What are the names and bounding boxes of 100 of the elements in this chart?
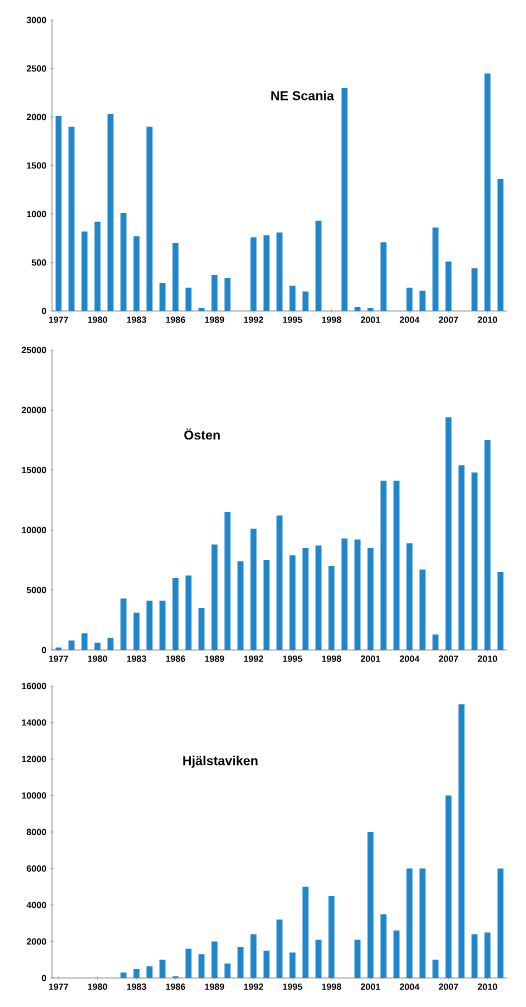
bar: [185, 948, 192, 978]
bar: [263, 560, 270, 651]
x-tick-label: 1980: [88, 983, 108, 990]
bar: [406, 543, 413, 651]
bar: [276, 232, 283, 311]
bar: [172, 578, 179, 651]
bar: [250, 237, 257, 311]
y-tick-label: 1000: [27, 210, 47, 218]
bar: [146, 126, 153, 311]
x-tick-label: 1995: [283, 983, 303, 990]
x-tick-label: 1986: [166, 316, 186, 323]
bar: [315, 939, 322, 978]
bar: [289, 555, 296, 651]
bar: [289, 285, 296, 311]
bar: [367, 832, 374, 978]
x-tick-label: 1977: [49, 983, 69, 990]
x-tick-label: 1983: [127, 655, 147, 662]
bar: [484, 73, 491, 311]
y-tick-label: 500: [31, 259, 47, 266]
bar: [328, 566, 335, 651]
bar: [263, 950, 270, 978]
bar: [445, 261, 452, 311]
y-tick-label: 10000: [22, 792, 47, 799]
x-tick-label: 1998: [322, 316, 342, 323]
y-tick-label: 20000: [21, 406, 47, 414]
y-tick-label: 2500: [26, 65, 47, 72]
bar: [458, 704, 465, 978]
bar: [354, 307, 361, 311]
bar: [471, 472, 478, 651]
bar: [367, 308, 374, 311]
y-tick-label: 8000: [26, 828, 47, 836]
bar: [159, 282, 166, 311]
bar: [406, 868, 413, 978]
bar: [94, 642, 101, 651]
y-tick-label: 3000: [26, 16, 47, 24]
y-tick-label: 5000: [26, 586, 47, 594]
x-tick-label: 2010: [477, 316, 498, 323]
bar: [107, 638, 114, 651]
text: Hjälstaviken: [183, 755, 258, 768]
bar: [68, 640, 75, 651]
y-tick-label: 15000: [22, 466, 47, 474]
x-tick-label: 1995: [283, 316, 303, 323]
bar: [328, 895, 335, 978]
bar: [263, 235, 270, 311]
bar: [315, 220, 322, 311]
bar: [120, 598, 127, 651]
bar: [419, 569, 426, 651]
x-tick-label: 2007: [438, 316, 459, 323]
x-tick-label: 1980: [88, 316, 108, 323]
bar: [211, 544, 218, 651]
bar: [354, 939, 361, 978]
x-tick-label: 1989: [205, 316, 225, 323]
bar: [250, 528, 257, 651]
x-tick-label: 1989: [205, 983, 225, 990]
bar: [224, 963, 231, 978]
bar: [445, 417, 452, 651]
bar: [159, 600, 166, 651]
bar: [302, 548, 309, 651]
y-tick-label: 25000: [21, 346, 47, 354]
bar: [107, 114, 114, 311]
bar: [380, 914, 387, 978]
bar: [432, 959, 439, 978]
y-tick-label: 4000: [26, 901, 47, 909]
text: NE Scania: [271, 90, 335, 101]
y-tick-label: 1500: [27, 162, 47, 169]
bar: [302, 886, 309, 978]
bar: [224, 278, 231, 311]
bar: [458, 465, 465, 651]
bar: [120, 213, 127, 311]
bar: [406, 287, 413, 311]
y-tick-label: 10000: [22, 526, 47, 534]
bar: [250, 934, 257, 978]
x-tick-label: 1983: [127, 316, 147, 323]
bar: [497, 179, 504, 311]
bar: [237, 946, 244, 978]
bar: [185, 575, 192, 651]
bar: [133, 968, 140, 978]
bar: [471, 268, 478, 311]
bar: [471, 934, 478, 978]
x-tick-label: 2004: [399, 983, 420, 990]
bar: [497, 572, 504, 651]
x-tick-label: 2001: [360, 316, 381, 323]
bar: [419, 290, 426, 311]
x-tick-label: 1992: [244, 655, 264, 662]
x-tick-label: 1998: [322, 983, 342, 990]
bar: [211, 275, 218, 311]
bar: [289, 952, 296, 978]
bar: [146, 600, 153, 651]
bar: [94, 221, 101, 311]
bar: [198, 308, 205, 311]
bar: [81, 633, 88, 651]
text: Östen: [184, 428, 220, 440]
bar: [432, 227, 439, 311]
x-tick-label: 2001: [360, 655, 381, 662]
x-tick-label: 2010: [477, 655, 498, 662]
x-tick-label: 1992: [244, 316, 264, 323]
bar: [211, 941, 218, 978]
bar: [367, 548, 374, 651]
x-tick-label: 1977: [49, 655, 69, 662]
bar: [432, 634, 439, 651]
